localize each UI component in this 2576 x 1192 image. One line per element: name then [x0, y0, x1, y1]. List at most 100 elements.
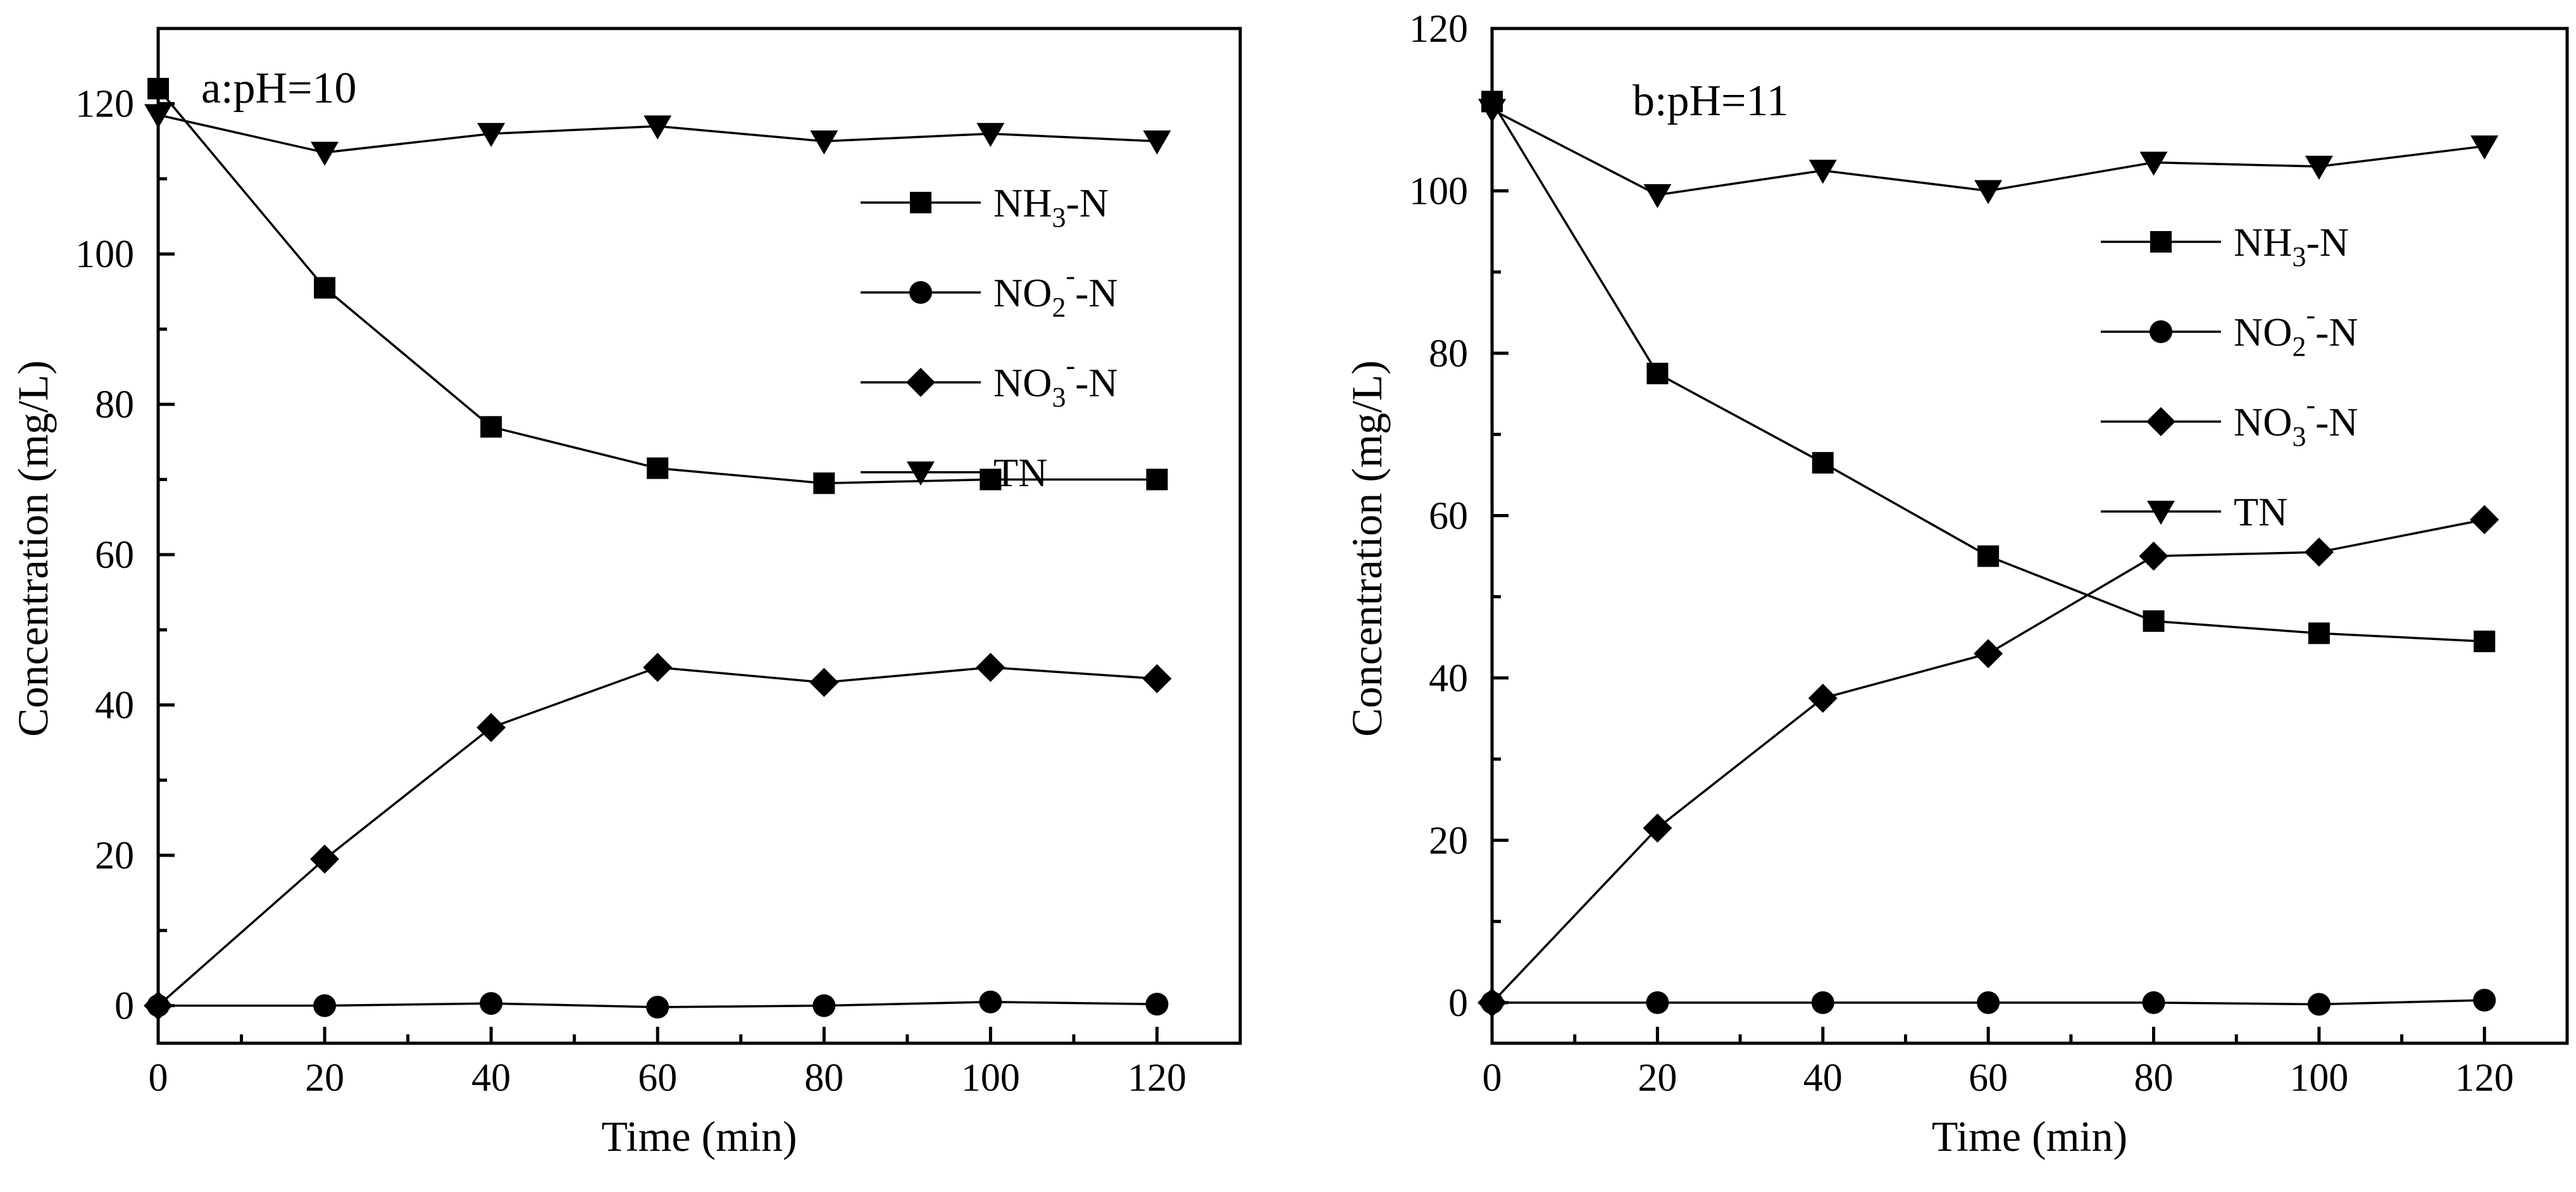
data-point [1142, 664, 1172, 694]
data-point [647, 457, 669, 479]
panel-b: 0 20 40 60 80 100 120 0 20 40 60 80 100 120 Time (min)… [1343, 8, 2569, 1160]
data-point [2139, 151, 2168, 176]
data-point [1478, 988, 1507, 1017]
x-tick-label: 0 [1483, 1057, 1502, 1100]
data-point [313, 994, 337, 1017]
x-tick-label: 120 [1128, 1057, 1186, 1100]
panel-title: b:pH=11 [1633, 77, 1789, 125]
data-point [2142, 991, 2165, 1014]
legend-marker [909, 281, 932, 304]
x-tick-label: 100 [2289, 1057, 2348, 1100]
y-tick-label: 100 [75, 233, 134, 276]
data-point [2307, 993, 2330, 1016]
series-line [157, 666, 1157, 1007]
legend-entry: NO2--N [861, 260, 1118, 323]
data-point [311, 141, 339, 166]
data-point [144, 991, 173, 1020]
data-point [310, 844, 340, 874]
data-point [480, 416, 502, 438]
series-TN [1478, 99, 2499, 208]
x-tick-label: 20 [305, 1057, 344, 1100]
data-point [812, 994, 836, 1017]
y-tick-label: 0 [1448, 982, 1468, 1025]
data-point [1808, 160, 1837, 184]
data-point [1146, 468, 1168, 491]
x-axis-title: Time (min) [1932, 1112, 2127, 1160]
x-tick-label: 20 [1638, 1057, 1677, 1100]
series-line [1491, 518, 2485, 1004]
data-point [144, 104, 172, 129]
series-TN [144, 104, 1171, 166]
data-point [646, 996, 669, 1019]
data-point [1977, 545, 2000, 567]
series-NH3-N [147, 77, 1168, 494]
panel-a: 0 20 40 60 80 100 120 0 20 40 60 80 100 120 Time (min)… [9, 27, 1242, 1160]
y-tick-label: 0 [115, 985, 134, 1028]
y-tick-label: 40 [1429, 657, 1468, 700]
legend-marker [2150, 320, 2172, 343]
x-tick-label: 40 [1803, 1057, 1843, 1100]
x-axis-title: Time (min) [601, 1112, 797, 1160]
legend-entry: TN [2101, 489, 2287, 534]
legend-label: TN [993, 450, 1047, 495]
series-NO2--N [147, 990, 1169, 1019]
legend-label: NO3--N [993, 350, 1118, 413]
data-point [1646, 363, 1669, 385]
y-tick-label: 120 [1409, 8, 1468, 51]
data-point [1143, 130, 1171, 155]
legend-marker [906, 368, 935, 397]
data-point [2473, 631, 2496, 653]
data-point [1974, 180, 2003, 204]
data-point [980, 468, 1002, 491]
legend-label: NH3-N [993, 180, 1109, 233]
data-point [644, 115, 672, 140]
legend-entry: TN [861, 450, 1047, 495]
data-point [1643, 813, 1672, 843]
data-point [813, 472, 835, 494]
data-point [810, 130, 838, 155]
data-point [809, 668, 839, 698]
series-NH3-N [1481, 91, 2496, 653]
data-point [147, 77, 169, 99]
data-point [476, 713, 506, 743]
y-tick-label: 100 [1409, 170, 1468, 213]
y-axis-title: Concentration (mg/L) [9, 360, 57, 737]
legend-label: NO2--N [993, 260, 1118, 323]
y-tick-label: 20 [1429, 819, 1468, 862]
legend-label: NO2--N [2234, 299, 2358, 362]
data-point [1478, 99, 1506, 123]
data-point [976, 123, 1005, 147]
legend-entry: NO3--N [861, 350, 1118, 413]
panel-title: a:pH=10 [201, 64, 357, 113]
data-point [976, 653, 1005, 682]
y-tick-label: 20 [95, 834, 134, 877]
plot-frame [156, 27, 1242, 1045]
plot-frame [1490, 27, 2569, 1045]
y-tick-label: 120 [75, 83, 134, 126]
legend-entry: NH3-N [861, 180, 1109, 233]
data-point [314, 277, 336, 299]
x-tick-label: 80 [2134, 1057, 2174, 1100]
y-tick-label: 80 [95, 384, 134, 427]
legend-entry: NO3--N [2101, 389, 2358, 452]
legend-marker [910, 192, 931, 213]
x-tick-label: 120 [2455, 1057, 2514, 1100]
x-tick-label: 40 [471, 1057, 511, 1100]
data-point [2143, 610, 2165, 632]
legend-marker [2147, 501, 2175, 525]
legend-marker [2150, 231, 2172, 253]
y-tick-label: 60 [95, 534, 134, 577]
data-point [2470, 135, 2499, 160]
data-point [480, 992, 503, 1015]
data-point [1812, 452, 1834, 474]
data-point [643, 653, 673, 682]
legend-entry: NH3-N [2101, 220, 2349, 272]
legend-label: NH3-N [2234, 220, 2349, 272]
legend-label: TN [2234, 489, 2287, 534]
x-tick-label: 60 [638, 1057, 677, 1100]
data-point [1646, 991, 1669, 1014]
data-point [2304, 537, 2334, 567]
data-point [2473, 989, 2496, 1012]
legend-marker [2146, 407, 2175, 436]
